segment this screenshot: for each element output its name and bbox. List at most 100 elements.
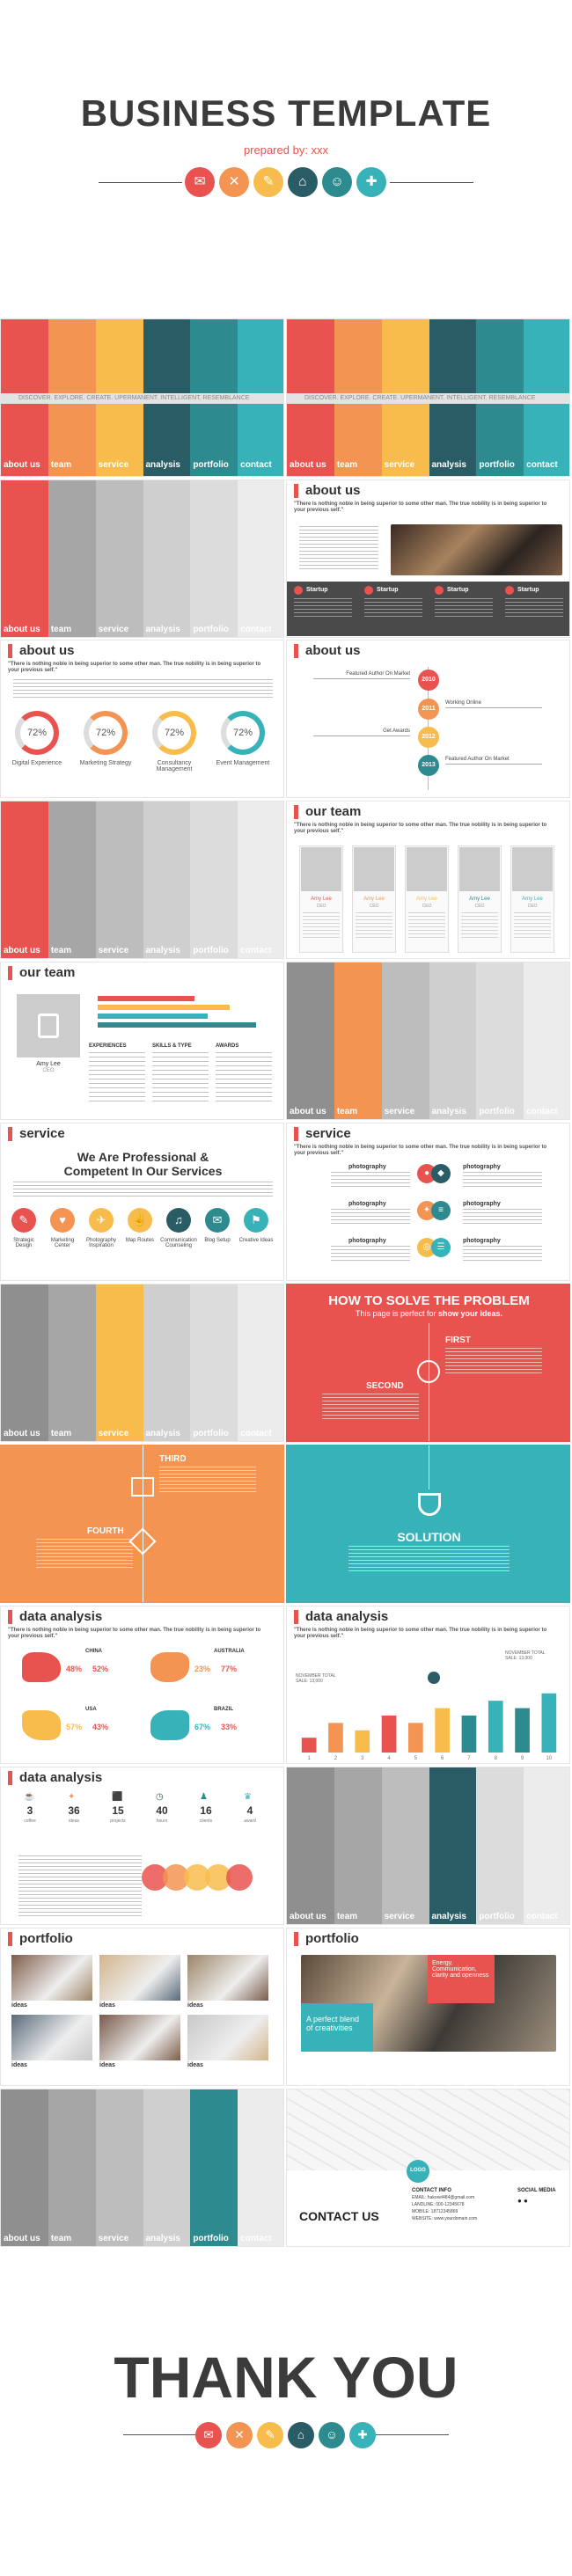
nav-item-2[interactable]: service (384, 460, 415, 470)
stat-value: 40 (156, 1804, 168, 1817)
nav-item-4[interactable]: portfolio (193, 625, 229, 634)
nav-item-4[interactable]: portfolio (479, 460, 515, 470)
nav-item-1[interactable]: team (336, 460, 358, 470)
nav-band (48, 2089, 97, 2246)
nav-item-5[interactable]: contact (240, 946, 272, 955)
nav-item-4[interactable]: portfolio (193, 1429, 229, 1438)
nav-item-1[interactable]: team (336, 1107, 358, 1116)
portfolio-image[interactable] (11, 1955, 92, 2001)
solution-label: SOLUTION (397, 1530, 461, 1544)
nav-item-0[interactable]: about us (290, 460, 326, 470)
nav-item-5[interactable]: contact (240, 625, 272, 634)
nav-item-5[interactable]: contact (526, 1912, 558, 1921)
portfolio-image[interactable] (187, 2015, 268, 2060)
nav-item-2[interactable]: service (98, 1429, 129, 1438)
nav-item-5[interactable]: contact (526, 460, 558, 470)
nav-item-1[interactable]: team (336, 1912, 358, 1921)
service-icon[interactable]: ✉ (205, 1208, 230, 1233)
nav-item-1[interactable]: team (50, 2234, 72, 2243)
nav-item-4[interactable]: portfolio (193, 946, 229, 955)
nav-item-3[interactable]: analysis (145, 1429, 180, 1438)
timeline-line (313, 735, 410, 736)
nav-item-5[interactable]: contact (240, 1429, 272, 1438)
slide-heading: portfolio (294, 1932, 359, 1946)
nav-item-5[interactable]: contact (240, 2234, 272, 2243)
nav-item-1[interactable]: team (50, 946, 72, 955)
service-grid-title: photography (463, 1201, 501, 1207)
portfolio-image[interactable] (99, 1955, 180, 2001)
nav-item-3[interactable]: analysis (431, 460, 466, 470)
service-icon[interactable]: ♫ (166, 1208, 191, 1233)
nav-item-1[interactable]: team (50, 625, 72, 634)
nav-item-4[interactable]: portfolio (479, 1107, 515, 1116)
stat-value: 36 (68, 1804, 80, 1817)
service-icon[interactable]: ♥ (50, 1208, 75, 1233)
nav-item-0[interactable]: about us (4, 2234, 40, 2243)
nav-item-3[interactable]: analysis (431, 1912, 466, 1921)
service-label: Blog Setup (204, 1238, 231, 1243)
team-bio (514, 912, 551, 939)
contact-info-title: CONTACT INFO (412, 2188, 451, 2193)
donut-label: Digital Experience (11, 760, 62, 766)
fourth-label: FOURTH (87, 1526, 124, 1536)
step-label: Startup (447, 587, 469, 593)
portfolio-caption: ideas (99, 2062, 115, 2068)
portfolio-image[interactable] (11, 2015, 92, 2060)
bar (461, 1715, 477, 1753)
portfolio-image[interactable] (99, 2015, 180, 2060)
service-grid-title: photography (463, 1164, 501, 1170)
team-photo (301, 847, 341, 891)
nav-item-0[interactable]: about us (4, 946, 40, 955)
nav-band (48, 1284, 97, 1441)
nav-band (381, 1767, 429, 1924)
slide-analysis-bars: data analysis "There is nothing noble in… (286, 1606, 570, 1764)
team-role: CEO (527, 904, 538, 909)
thanks-divider-right (374, 2434, 449, 2435)
service-icon[interactable]: ✎ (11, 1208, 36, 1233)
nav-item-1[interactable]: team (50, 460, 72, 470)
nav-item-3[interactable]: analysis (145, 460, 180, 470)
nav-item-3[interactable]: analysis (145, 946, 180, 955)
nav-item-0[interactable]: about us (4, 1429, 40, 1438)
skill-bar-2 (98, 1005, 230, 1010)
bar (488, 1701, 503, 1753)
nav-item-2[interactable]: service (98, 625, 129, 634)
nav-item-0[interactable]: about us (290, 1912, 326, 1921)
service-grid-icon[interactable]: ≡ (431, 1201, 451, 1220)
country-name: CHINA (85, 1649, 102, 1654)
nav-item-3[interactable]: analysis (145, 2234, 180, 2243)
nav-item-2[interactable]: service (384, 1107, 415, 1116)
nav-item-4[interactable]: portfolio (193, 2234, 229, 2243)
contact-line: MOBILE: 18712345869 (412, 2209, 458, 2214)
social-icons[interactable]: ● ● (517, 2197, 528, 2205)
nav-item-0[interactable]: about us (4, 460, 40, 470)
nav-item-0[interactable]: about us (4, 625, 40, 634)
nav-item-2[interactable]: service (98, 460, 129, 470)
nav-item-2[interactable]: service (98, 2234, 129, 2243)
service-icon[interactable]: ⚑ (244, 1208, 268, 1233)
nav-item-4[interactable]: portfolio (479, 1912, 515, 1921)
nav-item-2[interactable]: service (98, 946, 129, 955)
nav-item-4[interactable]: portfolio (193, 460, 229, 470)
nav-band (238, 2089, 283, 2246)
portfolio-image[interactable] (187, 1955, 268, 2001)
tagline-text: DISCOVER. EXPLORE. CREATE. UPERMANENT. I… (18, 395, 250, 401)
nav-item-5[interactable]: contact (526, 1107, 558, 1116)
service-grid-icon[interactable]: ☰ (431, 1238, 451, 1257)
team-name: Amy Lee (416, 896, 437, 902)
service-icon[interactable]: ✈ (89, 1208, 114, 1233)
slide-heading: service (294, 1127, 351, 1141)
nav-item-0[interactable]: about us (290, 1107, 326, 1116)
team-role: CEO (474, 904, 485, 909)
slide-heading: about us (8, 644, 75, 658)
nav-item-3[interactable]: analysis (145, 625, 180, 634)
donut-value: 72% (95, 728, 116, 738)
nav-item-2[interactable]: service (384, 1912, 415, 1921)
nav-item-3[interactable]: analysis (431, 1107, 466, 1116)
nav-item-5[interactable]: contact (240, 460, 272, 470)
slide-heading: data analysis (8, 1771, 102, 1785)
nav-item-1[interactable]: team (50, 1429, 72, 1438)
thanks-icon-row: ✉ ✕ ✎ ⌂ ☺ ✚ (195, 2422, 377, 2448)
service-icon[interactable]: ✌ (128, 1208, 152, 1233)
service-grid-icon[interactable]: ◆ (431, 1164, 451, 1183)
